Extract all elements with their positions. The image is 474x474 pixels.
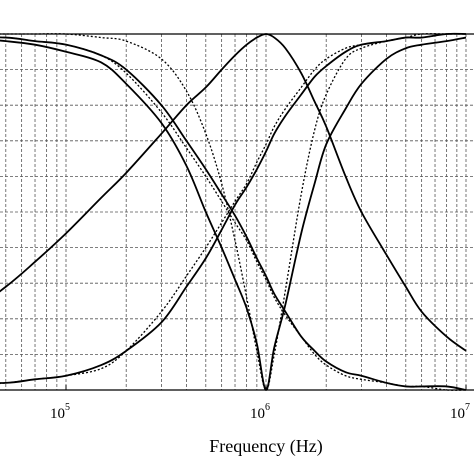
- axes-layer: [0, 33, 474, 391]
- grid-layer: [0, 34, 474, 390]
- x-tick-label-exponent: 6: [265, 402, 270, 413]
- x-tick-label-2: 106: [250, 402, 270, 422]
- series-solid-curve-4: [0, 32, 467, 384]
- x-tick-label-1: 105: [50, 402, 70, 422]
- series-solid-curve-3: [0, 36, 467, 391]
- series-solid-curve-2: [0, 33, 467, 352]
- series-dotted-curve-6: [0, 36, 467, 391]
- x-tick-label-exponent: 5: [65, 402, 70, 413]
- x-axis-title: Frequency (Hz): [209, 436, 322, 457]
- x-tick-label-3: 107: [450, 402, 470, 422]
- series-dotted-curve-7: [0, 33, 467, 385]
- series-solid-curve-1: [0, 36, 467, 391]
- x-tick-label-exponent: 7: [465, 402, 470, 413]
